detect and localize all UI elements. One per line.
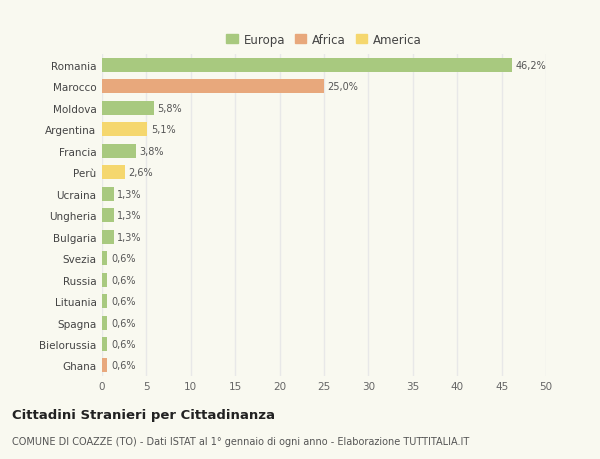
Text: 0,6%: 0,6% [111,361,136,371]
Bar [102,295,107,308]
Bar [102,252,107,265]
Bar [102,230,113,244]
Bar [102,123,147,137]
Bar [102,359,107,373]
Text: 0,6%: 0,6% [111,318,136,328]
Bar [102,166,125,180]
Bar [102,80,324,94]
Text: 1,3%: 1,3% [117,211,142,221]
Text: 0,6%: 0,6% [111,275,136,285]
Text: 5,1%: 5,1% [151,125,175,135]
Text: COMUNE DI COAZZE (TO) - Dati ISTAT al 1° gennaio di ogni anno - Elaborazione TUT: COMUNE DI COAZZE (TO) - Dati ISTAT al 1°… [12,436,469,446]
Bar [102,273,107,287]
Text: 3,8%: 3,8% [139,146,164,157]
Text: Cittadini Stranieri per Cittadinanza: Cittadini Stranieri per Cittadinanza [12,409,275,421]
Bar [102,316,107,330]
Text: 2,6%: 2,6% [128,168,153,178]
Text: 46,2%: 46,2% [516,61,547,71]
Legend: Europa, Africa, America: Europa, Africa, America [221,29,427,51]
Text: 0,6%: 0,6% [111,339,136,349]
Text: 1,3%: 1,3% [117,189,142,199]
Bar [102,187,113,202]
Bar [102,145,136,158]
Bar [102,337,107,351]
Text: 1,3%: 1,3% [117,232,142,242]
Text: 0,6%: 0,6% [111,253,136,263]
Bar [102,102,154,116]
Text: 0,6%: 0,6% [111,297,136,307]
Text: 25,0%: 25,0% [328,82,358,92]
Text: 5,8%: 5,8% [157,104,182,114]
Bar [102,209,113,223]
Bar [102,59,512,73]
